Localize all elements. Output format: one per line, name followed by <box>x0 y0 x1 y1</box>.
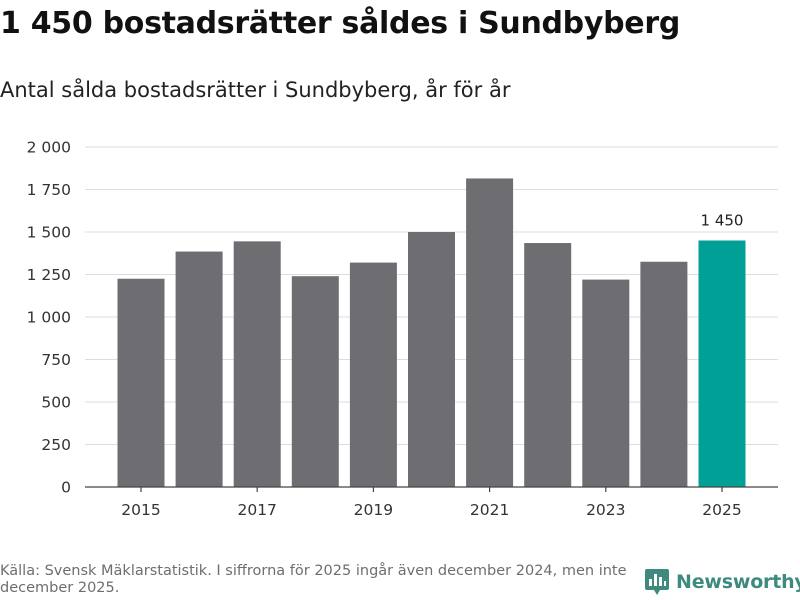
data-label-2025: 1 450 <box>701 212 744 230</box>
y-tick-label: 0 <box>61 479 71 497</box>
bar-2024 <box>640 261 688 487</box>
x-tick-label: 2021 <box>470 501 509 519</box>
y-tick-label: 1 000 <box>27 309 71 327</box>
bar-2022 <box>524 243 572 487</box>
newsworthy-logo: Newsworthy <box>644 568 800 596</box>
bars <box>117 178 746 487</box>
y-tick-label: 2 000 <box>27 139 71 157</box>
x-tick-label: 2019 <box>354 501 393 519</box>
bar-2016 <box>175 251 223 487</box>
axes: 0 250 500 750 1 000 1 250 1 500 1 750 2 000 2015 2… <box>27 139 778 519</box>
x-tick-label: 2025 <box>702 501 741 519</box>
y-tick-label: 750 <box>41 351 71 369</box>
chart-title: 1 450 bostadsrätter såldes i Sundbyberg <box>0 6 680 41</box>
newsworthy-logo-text: Newsworthy <box>676 571 800 593</box>
newsworthy-logo-icon <box>645 569 669 595</box>
bar-2020 <box>408 232 455 487</box>
x-tick-label: 2023 <box>586 501 625 519</box>
bar-2015 <box>117 278 165 487</box>
y-tick-label: 500 <box>41 394 71 412</box>
y-tick-label: 1 250 <box>27 266 71 284</box>
bar-2021 <box>466 178 514 487</box>
bar-2025 <box>698 240 746 487</box>
chart-subtitle: Antal sålda bostadsrätter i Sundbyberg, … <box>0 78 511 102</box>
x-tick-label: 2015 <box>121 501 160 519</box>
data-labels: 1 450 <box>701 212 744 230</box>
y-tick-label: 1 500 <box>27 224 71 242</box>
y-tick-label: 250 <box>41 436 71 454</box>
bar-2017 <box>233 241 281 487</box>
bar-2023 <box>582 279 630 487</box>
x-tick-label: 2017 <box>237 501 276 519</box>
y-tick-label: 1 750 <box>27 181 71 199</box>
source-note: Källa: Svensk Mäklarstatistik. I siffror… <box>0 563 627 596</box>
bar-2019 <box>349 262 397 487</box>
bar-2018 <box>291 276 339 487</box>
